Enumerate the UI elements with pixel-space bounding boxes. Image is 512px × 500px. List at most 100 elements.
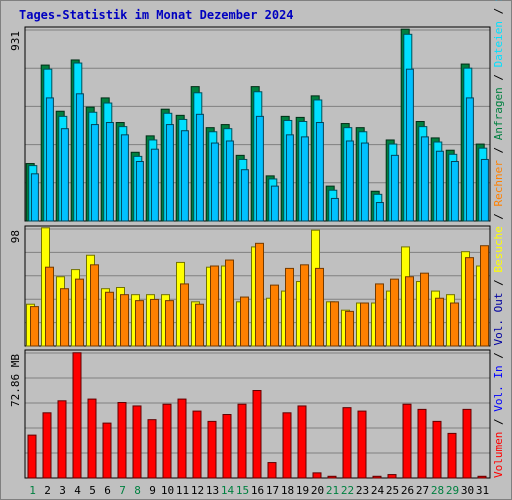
y-axis-max-label-bottom: 72.86 MB [9, 354, 22, 407]
bar-rechner [30, 306, 39, 347]
legend-separator: / [492, 206, 505, 226]
legend-label-dateien: Dateien [492, 21, 505, 67]
x-tick-label: 6 [104, 484, 111, 497]
bar-rechner [45, 266, 54, 347]
bar-rechner [90, 264, 99, 347]
bar-volumen [462, 408, 472, 479]
bar-rechner [285, 267, 294, 347]
bar-volumen [222, 414, 232, 479]
x-tick-label: 15 [236, 484, 249, 497]
bar-rechner [450, 302, 459, 347]
x-tick-label: 7 [119, 484, 126, 497]
page-title: Tages-Statistik im Monat Dezember 2024 [19, 8, 294, 22]
x-tick-label: 5 [89, 484, 96, 497]
bar-volumen [87, 398, 97, 479]
panel-bottom: 72.86 MB [9, 349, 491, 479]
x-tick-label: 1 [29, 484, 36, 497]
legend-label-rechner: Rechner [492, 160, 505, 207]
x-tick-label: 25 [386, 484, 399, 497]
x-tick-label: 23 [356, 484, 369, 497]
bar-seiten [450, 161, 459, 222]
bar-seiten [180, 130, 189, 222]
bar-rechner [255, 242, 264, 347]
bar-seiten [300, 136, 309, 222]
legend-label-vol_in: Vol. In [492, 365, 505, 411]
bar-volumen [237, 403, 247, 479]
bar-volumen [327, 475, 337, 479]
bar-seiten [390, 154, 399, 222]
bar-volumen [177, 398, 187, 479]
bar-seiten [375, 202, 384, 222]
x-tick-label: 31 [476, 484, 489, 497]
bar-seiten [30, 173, 39, 222]
bar-volumen [387, 474, 397, 479]
bar-volumen [27, 434, 37, 479]
legend-label-seiten: Seiten [492, 0, 505, 1]
bar-volumen [477, 475, 487, 479]
legend-text: Volumen / Vol. In / Vol. Out / Besuche /… [492, 0, 505, 478]
bar-rechner [210, 265, 219, 347]
bar-volumen [117, 402, 127, 479]
bar-rechner [150, 298, 159, 347]
bar-seiten [435, 150, 444, 222]
bar-seiten [255, 115, 264, 222]
x-tick-label: 28 [431, 484, 444, 497]
bar-volumen [282, 412, 292, 479]
bar-volumen [132, 405, 142, 479]
bar-rechner [60, 288, 69, 347]
bar-rechner [195, 303, 204, 347]
bar-seiten [105, 122, 114, 222]
bar-seiten [225, 140, 234, 222]
legend-separator: / [492, 412, 505, 432]
x-tick-label: 3 [59, 484, 66, 497]
x-tick-label: 14 [221, 484, 235, 497]
legend-separator: / [492, 1, 505, 21]
x-tick-label: 13 [206, 484, 219, 497]
bar-rechner [420, 272, 429, 347]
x-tick-label: 19 [296, 484, 309, 497]
bar-volumen [417, 408, 427, 479]
bar-volumen [267, 462, 277, 479]
x-tick-label: 17 [266, 484, 279, 497]
x-tick-label: 8 [134, 484, 141, 497]
bar-rechner [330, 301, 339, 347]
legend-label-volumen: Volumen [492, 432, 505, 478]
x-tick-label: 2 [44, 484, 51, 497]
bar-seiten [285, 134, 294, 222]
bar-volumen [432, 420, 442, 479]
legend-label-vol_out: Vol. Out [492, 293, 505, 346]
bar-seiten [75, 93, 84, 222]
x-tick-label: 20 [311, 484, 324, 497]
legend-separator: / [492, 346, 505, 366]
bar-volumen [57, 400, 67, 479]
bar-volumen [42, 412, 52, 479]
bar-seiten [195, 113, 204, 222]
bar-seiten [360, 142, 369, 222]
bar-volumen [147, 419, 157, 479]
bar-seiten [135, 161, 144, 222]
x-tick-label: 21 [326, 484, 339, 497]
x-tick-label: 16 [251, 484, 264, 497]
legend-separator: / [492, 273, 505, 293]
bar-rechner [75, 278, 84, 347]
bar-seiten [480, 158, 489, 222]
bar-rechner [315, 267, 324, 347]
x-tick-label: 10 [161, 484, 174, 497]
bar-volumen [162, 403, 172, 479]
x-tick-label: 22 [341, 484, 354, 497]
bar-rechner [480, 245, 489, 347]
bar-seiten [465, 97, 474, 222]
bar-seiten [315, 122, 324, 222]
y-axis-max-label-middle: 98 [9, 230, 22, 243]
bar-rechner [120, 294, 129, 347]
bar-rechner [360, 302, 369, 347]
x-tick-label: 29 [446, 484, 459, 497]
bar-seiten [90, 124, 99, 222]
bar-seiten [345, 140, 354, 222]
bar-rechner [390, 278, 399, 347]
bar-seiten [60, 128, 69, 222]
bar-seiten [210, 142, 219, 222]
x-tick-label: 27 [416, 484, 429, 497]
bar-rechner [225, 259, 234, 347]
